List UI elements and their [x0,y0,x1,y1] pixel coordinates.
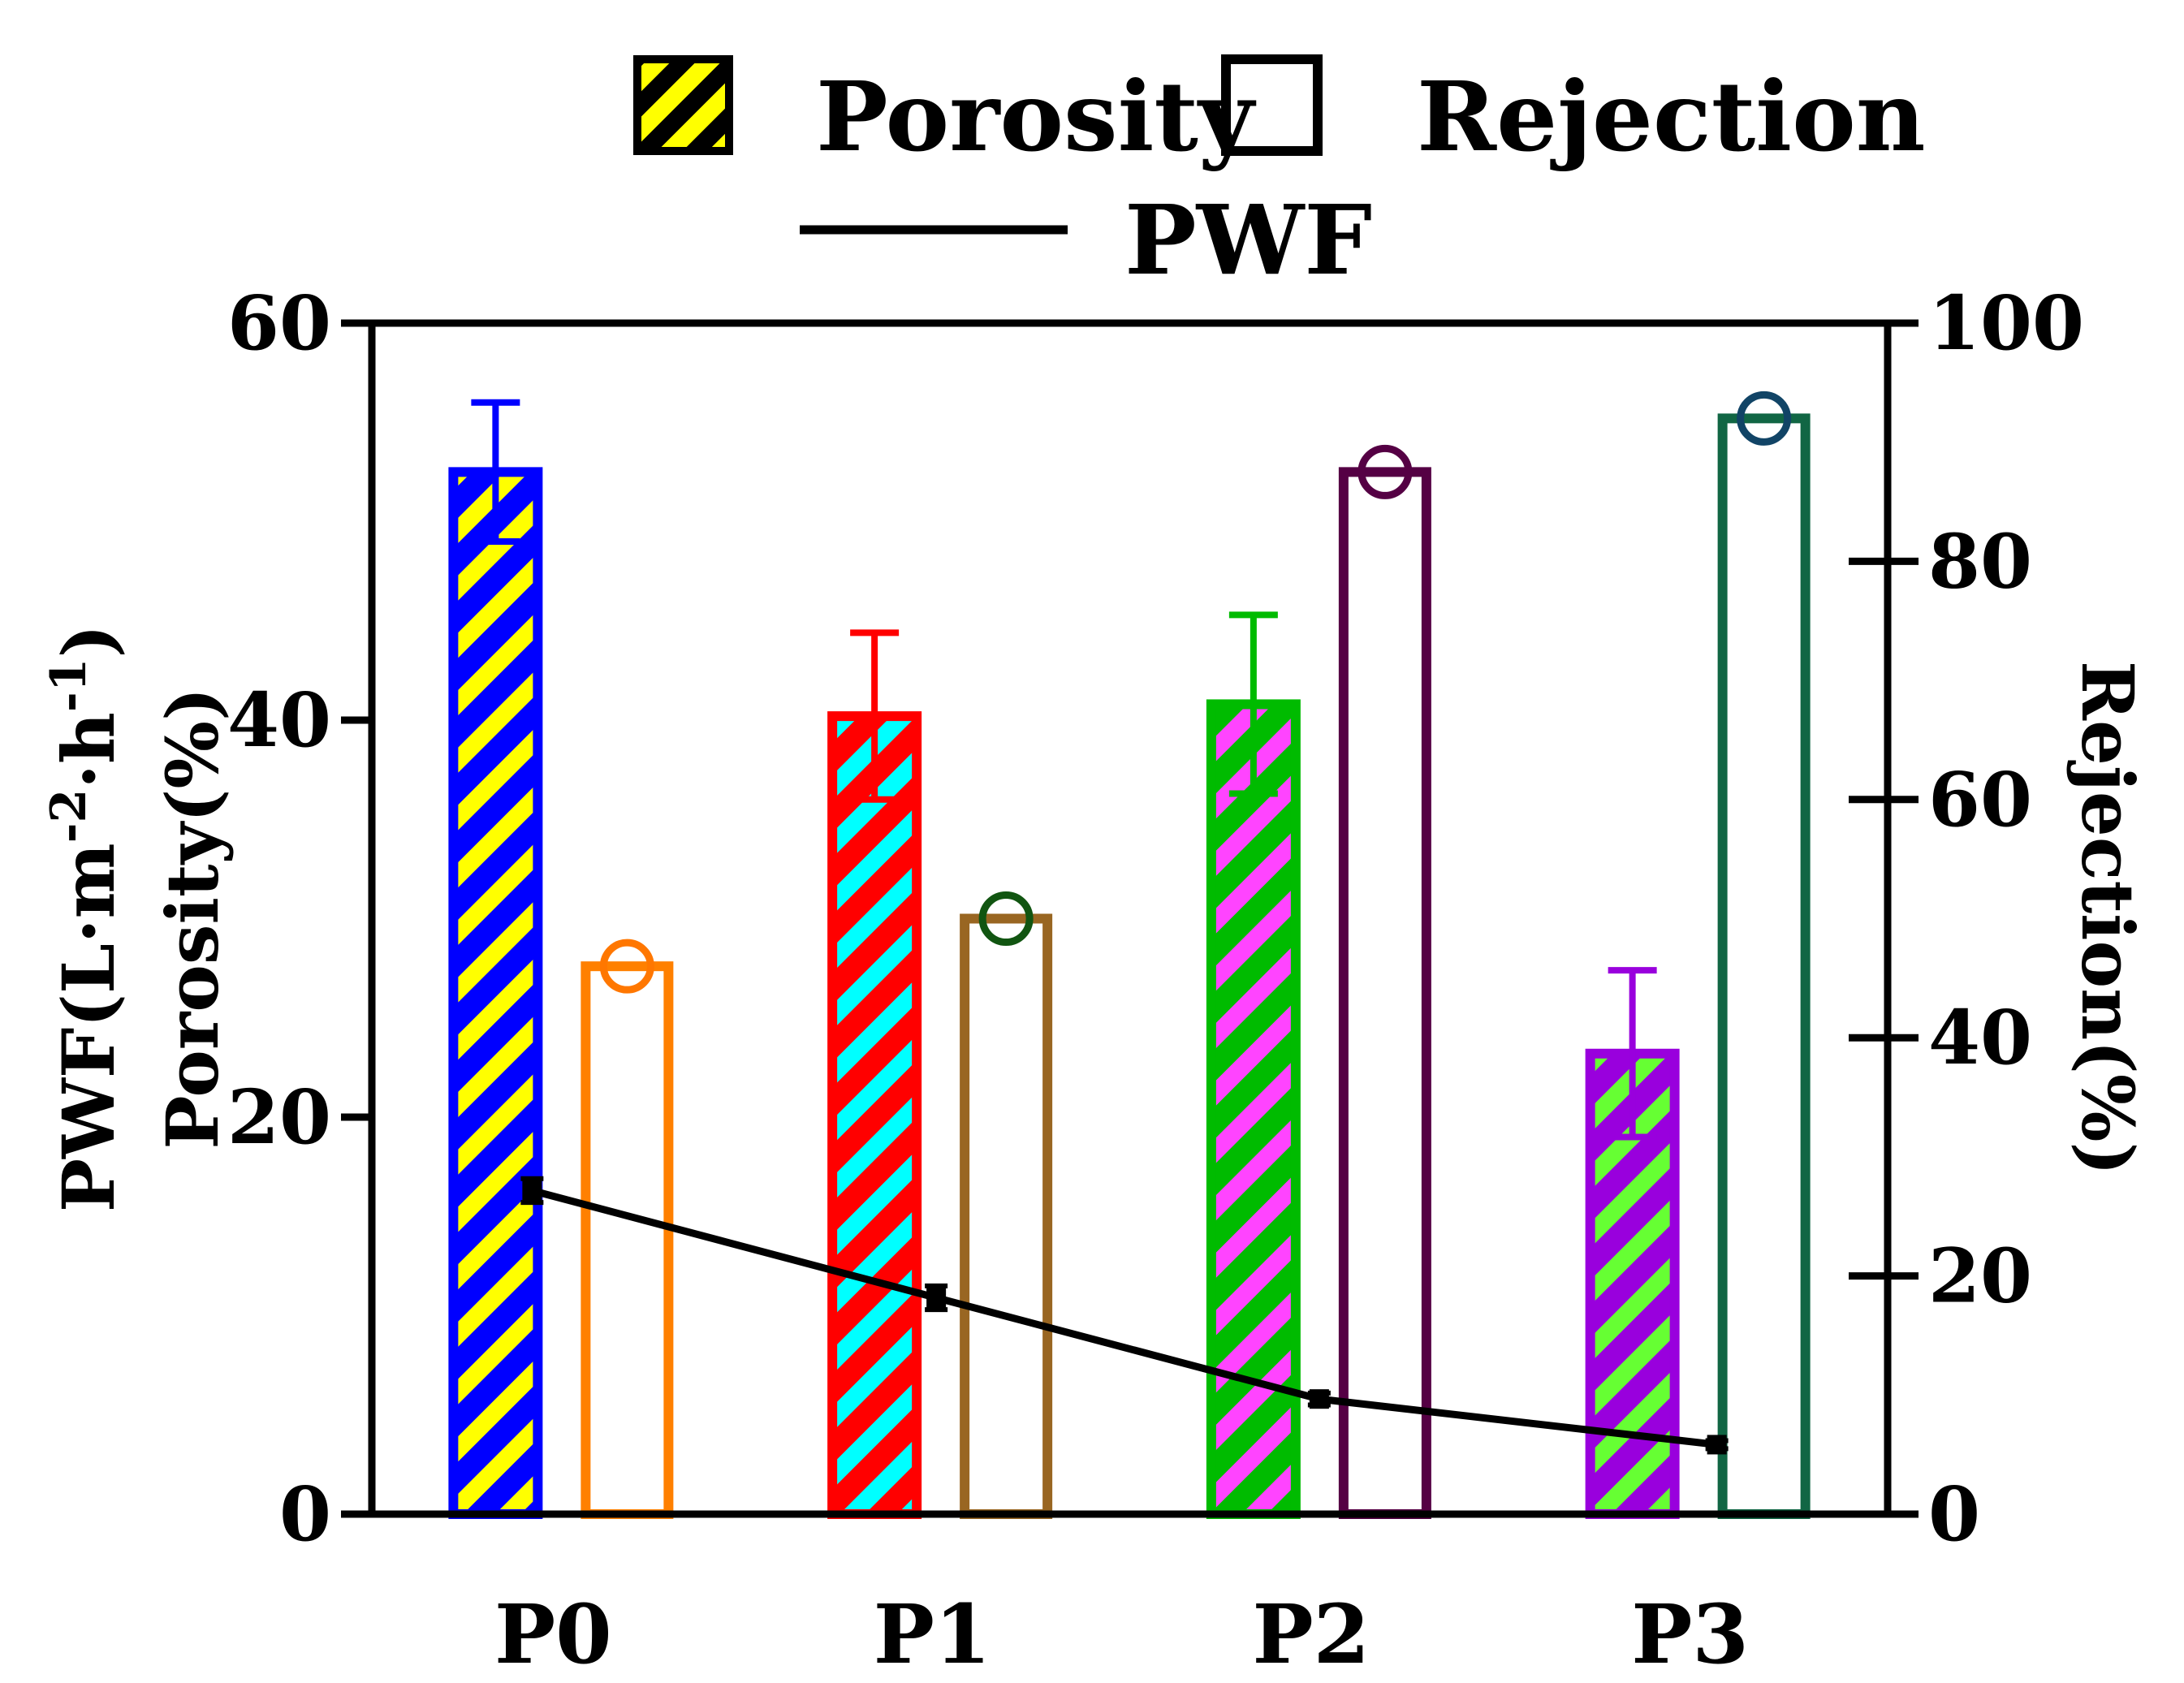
left-tick-label-20: 20 [227,1073,331,1161]
left-tick-label-40: 40 [227,676,331,764]
left-tick-label-0: 0 [279,1470,331,1558]
x-tick-label-p0: P0 [494,1586,612,1682]
rejection-marker-p3 [1737,391,1792,446]
pwf-line [531,1187,1718,1448]
right-tick-label-20: 20 [1928,1232,2032,1320]
left-axis-title-pwf-part1: PWF(L·m [46,843,131,1212]
x-tick-label-p1: P1 [874,1586,991,1682]
right-tick-label-100: 100 [1928,279,2084,367]
rejection-marker-p1 [978,891,1034,946]
left-axis-title-pwf-part3: ) [46,624,131,658]
left-axis-title-pwf-sup2: -1 [41,658,97,712]
rejection-marker-p2 [1357,444,1413,499]
rejection-bar-p3 [1717,413,1811,1519]
pwf-series [520,1176,1729,1455]
x-axis: P0 P1 P2 P3 [494,1586,1749,1682]
plot-frame [368,319,1892,1518]
left-axis-title-pwf-part2: ·h [46,712,131,789]
rejection-bar-p0 [581,961,674,1520]
right-tick-label-40: 40 [1928,994,2032,1081]
porosity-bar-p1 [827,711,922,1519]
left-axis-title-pwf-sup1: -2 [41,789,97,844]
left-axis-title-porosity: Porosity(%) [150,687,235,1149]
rejection-marker-p0 [599,939,654,994]
right-axis: 0 20 40 60 80 100 [1849,279,2084,1558]
left-axis-title-pwf: PWF(L·m-2·h-1) [41,624,131,1212]
left-axis: 0 20 40 60 [227,279,372,1558]
right-tick-label-0: 0 [1928,1470,1980,1558]
porosity-bar-p0 [448,467,543,1519]
right-tick-label-80: 80 [1928,517,2032,605]
rejection-bar-p1 [960,913,1053,1519]
legend: Porosity Rejection PWF [633,54,1926,296]
right-axis-title: Rejection(%) [2065,661,2150,1176]
right-tick-label-60: 60 [1928,756,2032,844]
legend-porosity-label: Porosity [816,60,1257,173]
legend-pwf-label: PWF [1124,183,1372,296]
rejection-bar-p2 [1338,467,1431,1519]
left-tick-label-60: 60 [227,279,331,367]
x-tick-label-p2: P2 [1252,1586,1370,1682]
legend-rejection-label: Rejection [1417,60,1926,173]
legend-porosity-swatch [633,55,733,155]
legend-rejection-swatch [1221,54,1323,156]
x-tick-label-p3: P3 [1631,1586,1749,1682]
